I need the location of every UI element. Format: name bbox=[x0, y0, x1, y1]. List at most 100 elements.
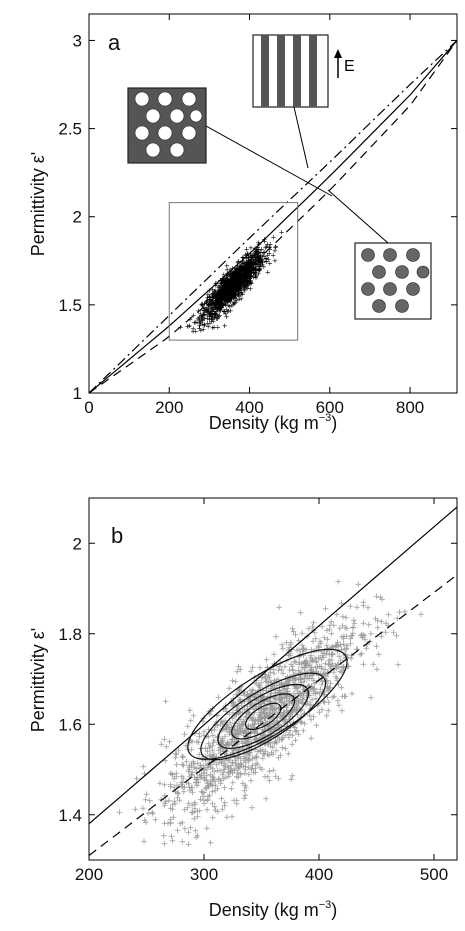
data-point: + bbox=[274, 704, 282, 714]
data-point: + bbox=[231, 766, 239, 776]
data-point: + bbox=[175, 789, 183, 799]
data-point: + bbox=[266, 706, 274, 716]
y-tick-label: 2 bbox=[73, 208, 82, 227]
data-point: + bbox=[229, 287, 235, 295]
data-point: + bbox=[239, 276, 245, 284]
data-point: + bbox=[236, 281, 242, 289]
data-point: + bbox=[179, 774, 187, 784]
data-point: + bbox=[246, 277, 252, 285]
data-point: + bbox=[245, 257, 251, 265]
data-point: + bbox=[243, 270, 249, 278]
data-point: + bbox=[303, 674, 311, 684]
data-point: + bbox=[241, 262, 247, 270]
data-point: + bbox=[338, 663, 346, 673]
data-point: + bbox=[225, 295, 231, 303]
data-point: + bbox=[254, 737, 262, 747]
data-point: + bbox=[250, 264, 256, 272]
data-point: + bbox=[262, 794, 270, 804]
data-point: + bbox=[232, 273, 238, 281]
data-point: + bbox=[252, 269, 258, 277]
data-point: + bbox=[215, 288, 221, 296]
data-point: + bbox=[237, 282, 243, 290]
data-point: + bbox=[245, 695, 253, 705]
data-point: + bbox=[250, 258, 256, 266]
data-point: + bbox=[285, 651, 293, 661]
data-point: + bbox=[340, 666, 348, 676]
data-point: + bbox=[141, 770, 149, 780]
data-point: + bbox=[221, 784, 229, 794]
data-point: + bbox=[250, 253, 256, 261]
data-point: + bbox=[252, 256, 258, 264]
data-point: + bbox=[248, 273, 254, 281]
data-point: + bbox=[225, 740, 233, 750]
data-point: + bbox=[240, 732, 248, 742]
data-point: + bbox=[291, 673, 299, 683]
data-point: + bbox=[295, 730, 303, 740]
data-point: + bbox=[231, 738, 239, 748]
data-point: + bbox=[263, 711, 271, 721]
data-point: + bbox=[257, 679, 265, 689]
data-point: + bbox=[255, 246, 261, 254]
data-point: + bbox=[311, 679, 319, 689]
data-point: + bbox=[288, 707, 296, 717]
data-point: + bbox=[229, 295, 235, 303]
data-point: + bbox=[242, 266, 248, 274]
data-point: + bbox=[223, 293, 229, 301]
data-point: + bbox=[308, 682, 316, 692]
data-point: + bbox=[239, 708, 247, 718]
data-point: + bbox=[287, 710, 295, 720]
data-point: + bbox=[219, 304, 225, 312]
data-point: + bbox=[228, 736, 236, 746]
data-point: + bbox=[253, 261, 259, 269]
data-point: + bbox=[234, 287, 240, 295]
data-point: + bbox=[249, 260, 255, 268]
data-point: + bbox=[229, 735, 237, 745]
data-point: + bbox=[237, 754, 245, 764]
data-point: + bbox=[238, 266, 244, 274]
data-point: + bbox=[256, 253, 262, 261]
data-point: + bbox=[270, 252, 276, 260]
data-point: + bbox=[218, 293, 224, 301]
data-point: + bbox=[216, 284, 222, 292]
data-point: + bbox=[259, 258, 265, 266]
data-point: + bbox=[323, 641, 331, 651]
data-point: + bbox=[378, 618, 386, 628]
data-point: + bbox=[190, 759, 198, 769]
plot-frame-a bbox=[88, 13, 458, 394]
data-point: + bbox=[229, 702, 237, 712]
data-point: + bbox=[266, 722, 274, 732]
data-point: + bbox=[240, 276, 246, 284]
data-point: + bbox=[261, 726, 269, 736]
data-point: + bbox=[298, 678, 306, 688]
data-point: + bbox=[326, 683, 334, 693]
data-point: + bbox=[262, 739, 270, 749]
data-point: + bbox=[246, 274, 252, 282]
data-point: + bbox=[311, 654, 319, 664]
data-point: + bbox=[230, 698, 238, 708]
data-point: + bbox=[322, 605, 330, 615]
data-point: + bbox=[279, 680, 287, 690]
data-point: + bbox=[252, 736, 260, 746]
data-point: + bbox=[218, 301, 224, 309]
plot-frame-b bbox=[88, 497, 458, 861]
data-point: + bbox=[217, 291, 223, 299]
data-point: + bbox=[250, 720, 258, 730]
data-point: + bbox=[214, 304, 220, 312]
data-point: + bbox=[271, 739, 279, 749]
data-point: + bbox=[178, 752, 186, 762]
data-point: + bbox=[394, 660, 402, 670]
data-point: + bbox=[266, 697, 274, 707]
data-point: + bbox=[161, 819, 169, 829]
data-point: + bbox=[204, 307, 210, 315]
data-point: + bbox=[219, 277, 225, 285]
data-point: + bbox=[228, 307, 234, 315]
data-point: + bbox=[215, 304, 221, 312]
data-point: + bbox=[257, 256, 263, 264]
data-point: + bbox=[181, 730, 189, 740]
data-point: + bbox=[235, 663, 243, 673]
data-point: + bbox=[239, 264, 245, 272]
data-point: + bbox=[223, 290, 229, 298]
data-point: + bbox=[204, 314, 210, 322]
data-point: + bbox=[231, 284, 237, 292]
data-point: + bbox=[248, 279, 254, 287]
